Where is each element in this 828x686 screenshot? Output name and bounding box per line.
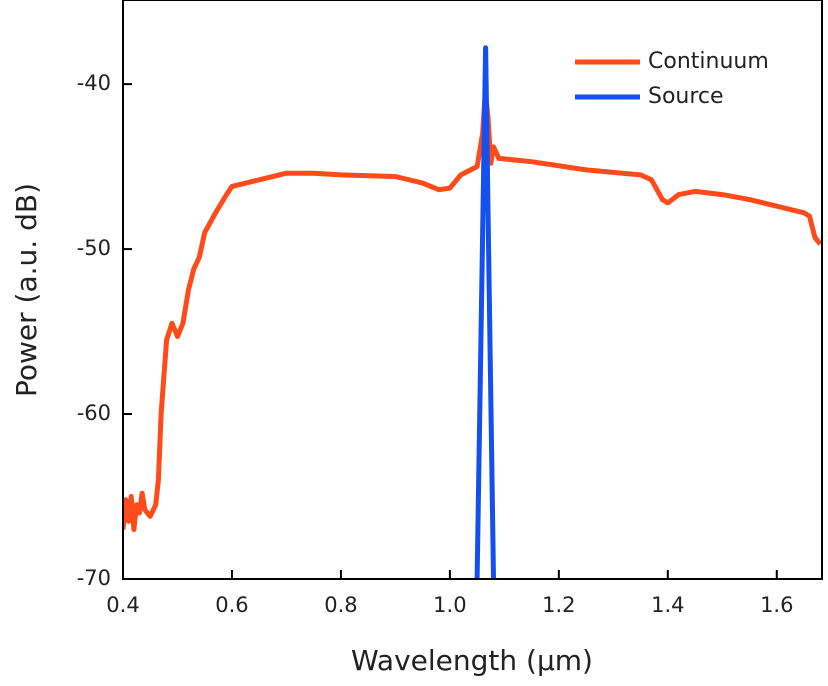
y-tick-label: -60 bbox=[77, 401, 111, 425]
x-tick-label: 0.6 bbox=[215, 593, 248, 617]
x-tick-label: 1.4 bbox=[651, 593, 684, 617]
x-tick-label: 1.0 bbox=[433, 593, 466, 617]
x-tick-label: 0.8 bbox=[324, 593, 357, 617]
series-line bbox=[474, 45, 496, 579]
x-tick-label: 0.4 bbox=[106, 593, 139, 617]
x-tick-label: 1.6 bbox=[760, 593, 793, 617]
x-tick-label: 1.2 bbox=[542, 593, 575, 617]
x-axis-title: Wavelength (μm) bbox=[351, 644, 593, 677]
y-tick-label: -50 bbox=[77, 236, 111, 260]
y-axis-title: Power (a.u. dB) bbox=[10, 183, 43, 397]
legend-text: Continuum bbox=[648, 49, 769, 74]
plot-area bbox=[123, 45, 822, 579]
legend-text: Source bbox=[648, 84, 724, 109]
series-line bbox=[123, 89, 822, 532]
y-tick-label: -40 bbox=[77, 71, 111, 95]
y-tick-label: -70 bbox=[77, 566, 111, 590]
plot-frame bbox=[122, 0, 823, 580]
